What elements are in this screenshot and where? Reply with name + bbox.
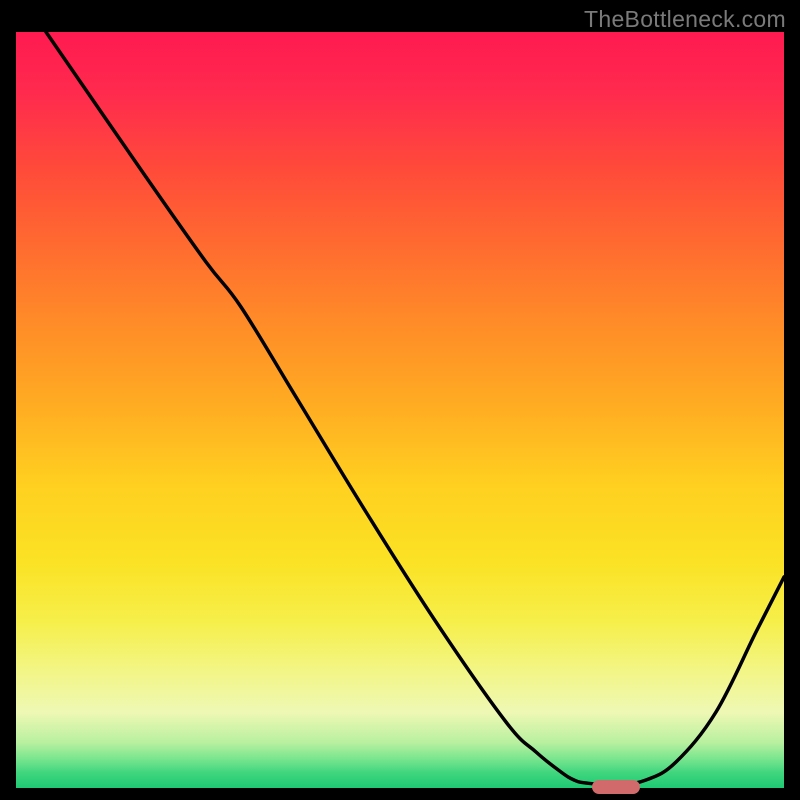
- chart-frame: TheBottleneck.com: [0, 0, 800, 800]
- watermark-text: TheBottleneck.com: [584, 6, 786, 33]
- curve-path: [46, 32, 784, 785]
- plot-area: [16, 32, 784, 788]
- optimal-marker: [592, 780, 640, 794]
- bottleneck-curve: [16, 32, 784, 788]
